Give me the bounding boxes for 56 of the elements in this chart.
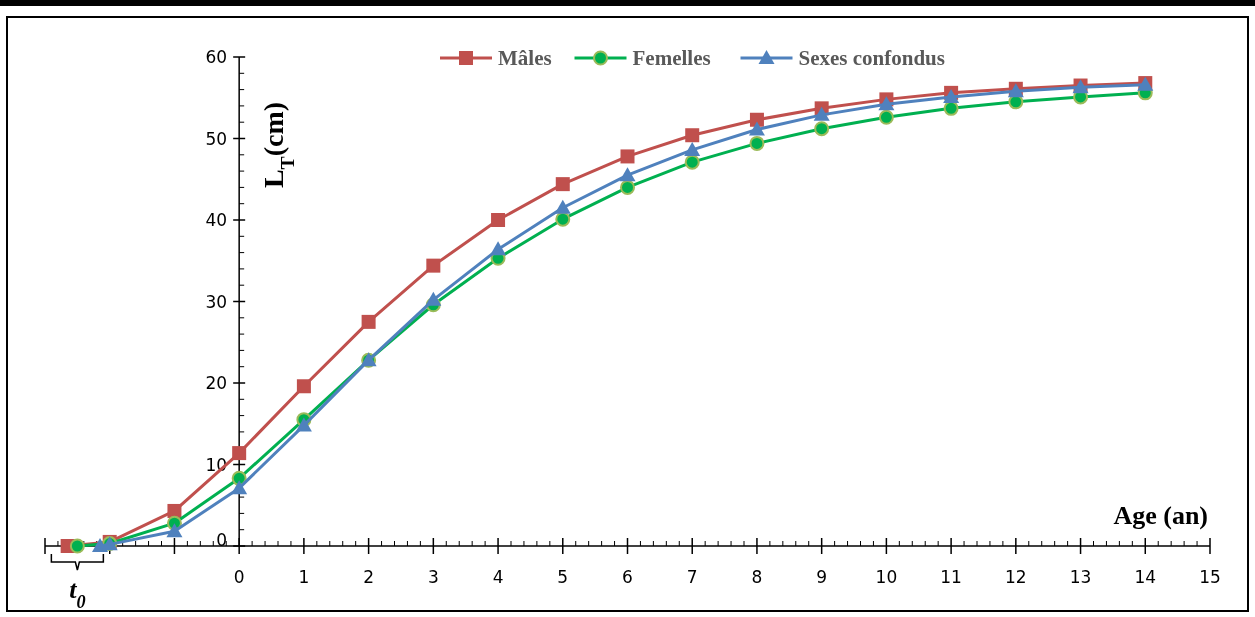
x-tick-label: 14 xyxy=(1134,567,1157,587)
point xyxy=(684,154,700,170)
x-tick-label: 13 xyxy=(1069,567,1092,587)
x-tick-label: 10 xyxy=(875,567,898,587)
point xyxy=(361,314,376,329)
legend-label: Sexes confondus xyxy=(798,46,945,70)
y-tick-label: 0 xyxy=(216,530,228,550)
point xyxy=(878,109,894,125)
point xyxy=(813,106,830,121)
annotation: t$_{0}$ xyxy=(69,575,86,612)
point xyxy=(166,523,183,538)
x-tick-label: 8 xyxy=(751,567,763,587)
y-tick-label: 20 xyxy=(205,373,228,393)
point xyxy=(554,199,571,214)
point xyxy=(92,538,109,552)
x-tick-label: 4 xyxy=(492,567,504,587)
point xyxy=(426,258,441,273)
x-tick-label: 5 xyxy=(557,567,569,587)
point xyxy=(685,128,700,143)
x-tick-label: 7 xyxy=(686,567,698,587)
y-tick-label: 40 xyxy=(205,210,228,230)
point xyxy=(814,121,830,137)
point xyxy=(69,538,85,554)
point xyxy=(878,96,895,111)
x-tick-label: 9 xyxy=(816,567,828,587)
x-tick-label: 3 xyxy=(427,567,439,587)
x-tick-label: 11 xyxy=(940,567,962,587)
x-tick-label: 12 xyxy=(1005,567,1027,587)
point xyxy=(231,480,248,495)
point xyxy=(425,291,442,306)
x-axis-title: Age (an) xyxy=(1113,501,1208,530)
point xyxy=(296,379,311,394)
point xyxy=(749,135,765,151)
y-tick-label: 50 xyxy=(205,128,228,149)
point xyxy=(620,149,635,164)
x-tick-label: 15 xyxy=(1199,567,1221,587)
point xyxy=(555,177,570,192)
point xyxy=(620,179,635,195)
x-tick-label: 0 xyxy=(233,567,245,587)
point xyxy=(619,167,636,182)
x-tick-label: 6 xyxy=(622,567,633,587)
point xyxy=(490,241,507,256)
legend-label: Mâles xyxy=(498,46,552,70)
point xyxy=(555,211,571,227)
point xyxy=(295,417,312,432)
y-tick-label: 30 xyxy=(205,291,228,312)
point xyxy=(684,141,701,156)
x-tick-label: 1 xyxy=(298,567,310,587)
point xyxy=(748,121,765,136)
point xyxy=(232,446,247,461)
y-tick-label: 60 xyxy=(205,47,228,67)
legend-label: Femelles xyxy=(632,46,711,70)
point xyxy=(491,213,506,227)
point xyxy=(749,112,764,127)
x-tick-label: 2 xyxy=(363,567,375,587)
point xyxy=(167,503,182,518)
